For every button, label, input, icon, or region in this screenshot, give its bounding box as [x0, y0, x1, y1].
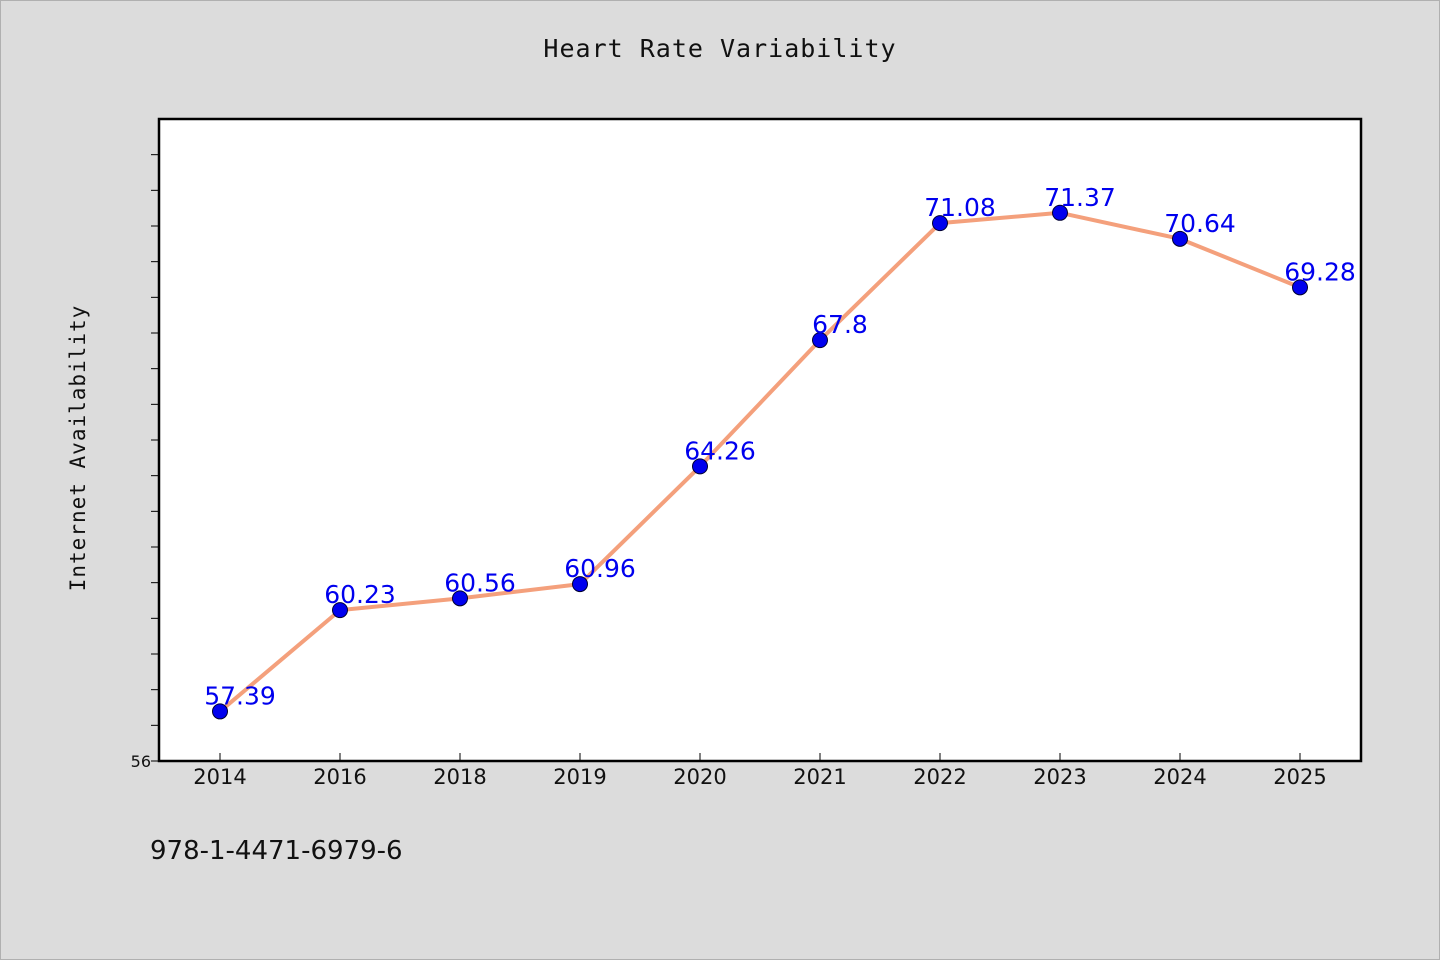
data-label: 60.96: [564, 554, 636, 583]
x-tick-label: 2019: [553, 765, 606, 789]
x-tick-label: 2021: [793, 765, 846, 789]
data-label: 60.56: [444, 568, 516, 597]
x-tick-label: 2022: [913, 765, 966, 789]
y-axis-ticks: 56: [131, 154, 159, 771]
plot-area: [157, 117, 1363, 763]
x-tick-label: 2014: [193, 765, 246, 789]
x-axis-ticks: 2014 2016 2018 2019 2020 2021 2022 2023 2024 2025: [193, 753, 1327, 789]
data-label: 71.37: [1044, 183, 1116, 212]
x-tick-label: 2016: [313, 765, 366, 789]
data-label: 57.39: [204, 681, 276, 710]
x-tick-label: 2023: [1033, 765, 1086, 789]
data-point: [1172, 230, 1188, 247]
data-label: 67.8: [812, 310, 868, 339]
data-label: 70.64: [1164, 209, 1236, 238]
data-label: 69.28: [1284, 257, 1356, 286]
x-tick-label: 2024: [1153, 765, 1206, 789]
data-point: [692, 458, 708, 475]
x-tick-label: 2025: [1273, 765, 1326, 789]
data-point: [1052, 204, 1068, 221]
series-line: [218, 210, 1302, 714]
data-point: [1292, 279, 1308, 296]
isbn-text: 978-1-4471-6979-6: [150, 836, 403, 866]
data-label: 64.26: [684, 436, 756, 465]
series-layer: 57.39 60.23 60.56 60.96 64.26 67.8 71.08 71.37 7…: [204, 183, 1356, 720]
chart-title: Heart Rate Variability: [543, 34, 897, 63]
data-point: [332, 602, 348, 619]
data-point: [932, 215, 948, 232]
data-point: [212, 703, 228, 720]
x-tick-label: 2018: [433, 765, 486, 789]
data-label: 71.08: [924, 193, 996, 222]
data-point: [572, 576, 588, 593]
data-point: [812, 332, 828, 349]
x-tick-label: 2020: [673, 765, 726, 789]
data-label: 60.23: [324, 580, 396, 609]
data-point: [452, 590, 468, 607]
y-tick-label: 56: [131, 752, 151, 771]
